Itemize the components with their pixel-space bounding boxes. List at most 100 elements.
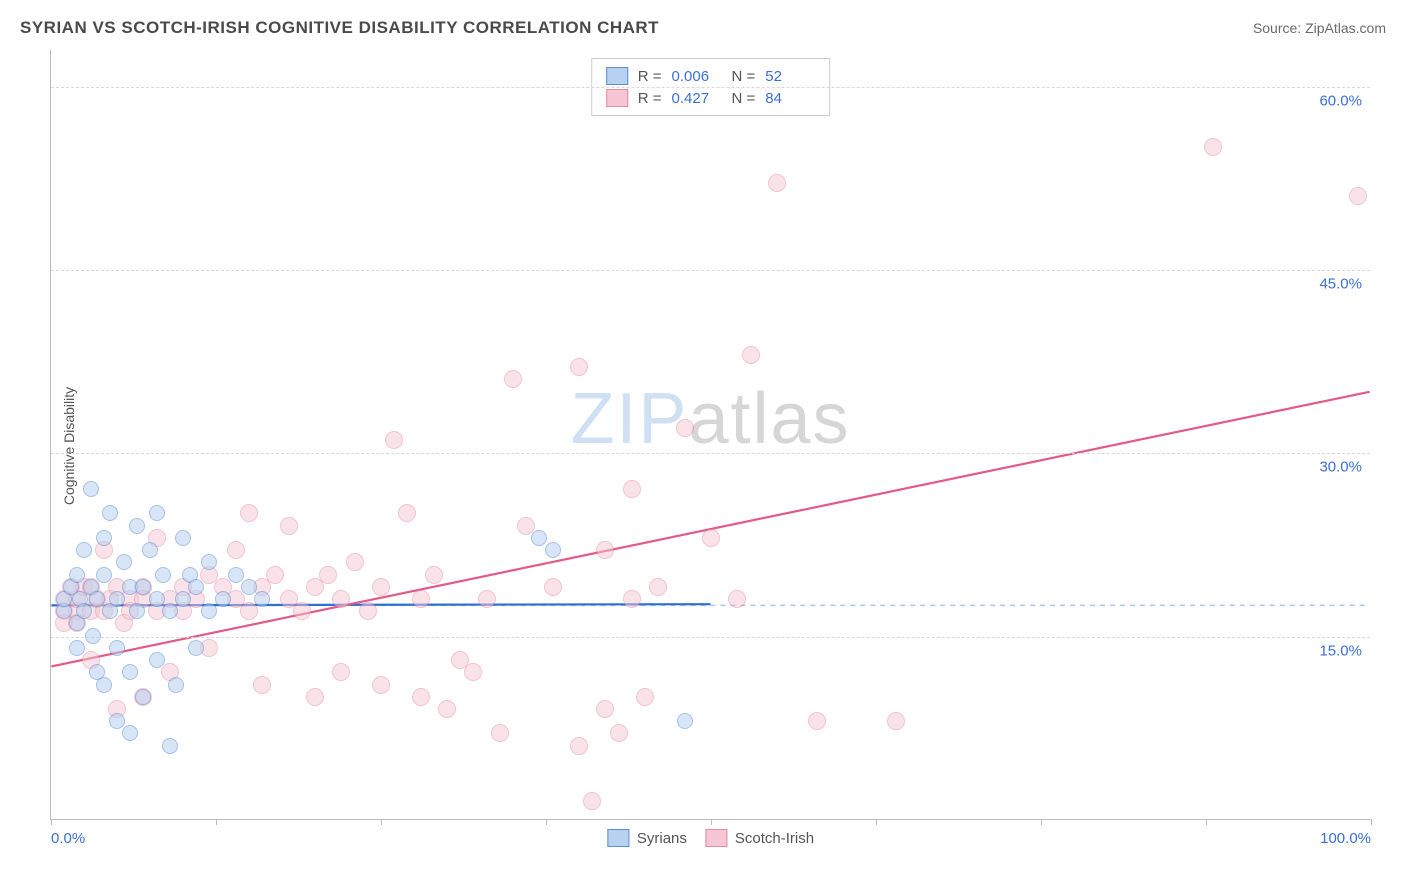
watermark-bold: ZIP xyxy=(570,379,688,459)
y-tick-label: 30.0% xyxy=(1319,459,1362,476)
data-point xyxy=(464,663,482,681)
data-point xyxy=(135,579,151,595)
y-tick-label: 60.0% xyxy=(1319,92,1362,109)
watermark-light: atlas xyxy=(688,379,850,459)
data-point xyxy=(83,481,99,497)
data-point xyxy=(122,664,138,680)
data-point xyxy=(412,590,430,608)
data-point xyxy=(768,174,786,192)
y-tick-label: 45.0% xyxy=(1319,276,1362,293)
gridline xyxy=(51,87,1370,88)
data-point xyxy=(596,541,614,559)
x-tick-label: 100.0% xyxy=(1320,830,1371,847)
data-point xyxy=(491,724,509,742)
data-point xyxy=(122,725,138,741)
data-point xyxy=(504,370,522,388)
data-point xyxy=(228,567,244,583)
x-tick-mark xyxy=(1206,819,1207,825)
data-point xyxy=(478,590,496,608)
data-point xyxy=(438,700,456,718)
legend-item-scotch-irish: Scotch-Irish xyxy=(705,829,814,847)
data-point xyxy=(676,419,694,437)
data-point xyxy=(188,579,204,595)
n-label: N = xyxy=(732,90,756,107)
n-label: N = xyxy=(732,68,756,85)
data-point xyxy=(596,700,614,718)
legend-label-scotch-irish: Scotch-Irish xyxy=(735,830,814,847)
data-point xyxy=(332,590,350,608)
data-point xyxy=(280,517,298,535)
watermark: ZIPatlas xyxy=(570,378,850,460)
data-point xyxy=(346,553,364,571)
x-tick-label: 0.0% xyxy=(51,830,85,847)
data-point xyxy=(162,738,178,754)
data-point xyxy=(266,566,284,584)
data-point xyxy=(359,602,377,620)
data-point xyxy=(96,530,112,546)
x-tick-mark xyxy=(1041,819,1042,825)
data-point xyxy=(129,518,145,534)
data-point xyxy=(155,567,171,583)
data-point xyxy=(149,652,165,668)
data-point xyxy=(227,541,245,559)
data-point xyxy=(129,603,145,619)
data-point xyxy=(570,358,588,376)
legend-swatch-syrians xyxy=(607,829,629,847)
data-point xyxy=(545,542,561,558)
data-point xyxy=(254,591,270,607)
data-point xyxy=(168,677,184,693)
y-tick-label: 15.0% xyxy=(1319,642,1362,659)
x-tick-mark xyxy=(546,819,547,825)
data-point xyxy=(116,554,132,570)
data-point xyxy=(808,712,826,730)
data-point xyxy=(240,504,258,522)
data-point xyxy=(85,628,101,644)
data-point xyxy=(109,591,125,607)
source-label: Source: ZipAtlas.com xyxy=(1253,20,1386,36)
n-value-syrians: 52 xyxy=(765,68,815,85)
data-point xyxy=(135,689,151,705)
x-tick-mark xyxy=(51,819,52,825)
x-tick-mark xyxy=(876,819,877,825)
data-point xyxy=(215,591,231,607)
data-point xyxy=(677,713,693,729)
data-point xyxy=(319,566,337,584)
chart-title: SYRIAN VS SCOTCH-IRISH COGNITIVE DISABIL… xyxy=(20,18,659,38)
legend-swatch-syrians xyxy=(606,67,628,85)
gridline xyxy=(51,270,1370,271)
data-point xyxy=(201,603,217,619)
data-point xyxy=(96,677,112,693)
r-value-syrians: 0.006 xyxy=(672,68,722,85)
data-point xyxy=(149,591,165,607)
x-tick-mark xyxy=(216,819,217,825)
data-point xyxy=(570,737,588,755)
data-point xyxy=(69,567,85,583)
data-point xyxy=(425,566,443,584)
data-point xyxy=(76,542,92,558)
data-point xyxy=(372,578,390,596)
r-value-scotch-irish: 0.427 xyxy=(672,90,722,107)
data-point xyxy=(293,602,311,620)
data-point xyxy=(76,603,92,619)
data-point xyxy=(109,640,125,656)
data-point xyxy=(175,591,191,607)
data-point xyxy=(385,431,403,449)
plot-area: ZIPatlas R = 0.006 N = 52 R = 0.427 N = … xyxy=(50,50,1370,820)
data-point xyxy=(583,792,601,810)
r-label: R = xyxy=(638,68,662,85)
data-point xyxy=(623,480,641,498)
legend-swatch-scotch-irish xyxy=(606,89,628,107)
title-bar: SYRIAN VS SCOTCH-IRISH COGNITIVE DISABIL… xyxy=(20,18,1386,38)
data-point xyxy=(1204,138,1222,156)
data-point xyxy=(102,505,118,521)
x-tick-mark xyxy=(381,819,382,825)
data-point xyxy=(649,578,667,596)
data-point xyxy=(89,591,105,607)
data-point xyxy=(162,603,178,619)
data-point xyxy=(175,530,191,546)
data-point xyxy=(887,712,905,730)
gridline xyxy=(51,453,1370,454)
data-point xyxy=(241,579,257,595)
data-point xyxy=(240,602,258,620)
legend-row: R = 0.427 N = 84 xyxy=(606,87,816,109)
